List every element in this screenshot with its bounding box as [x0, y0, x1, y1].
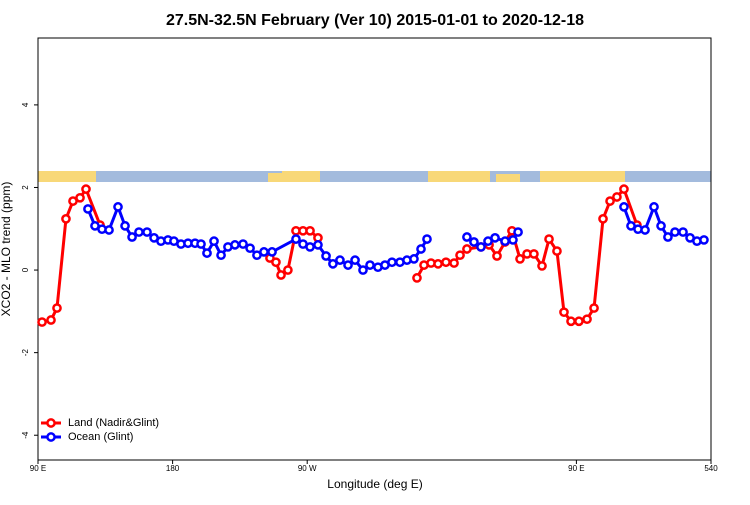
- point: [462, 232, 472, 242]
- point: [559, 307, 569, 318]
- point: [52, 303, 62, 313]
- y-axis-label: XCO2 - MLO trend (ppm): [0, 182, 13, 317]
- point: [582, 314, 592, 325]
- legend-marker: [46, 418, 56, 428]
- point: [656, 221, 666, 231]
- x-tick-label: 540: [704, 464, 718, 473]
- chart-title: 27.5N-32.5N February (Ver 10) 2015-01-01…: [166, 12, 584, 29]
- y-tick-label: 2: [21, 185, 30, 190]
- point: [455, 250, 465, 261]
- y-tick-label: 4: [21, 102, 30, 107]
- point: [412, 273, 422, 283]
- point: [492, 251, 502, 261]
- point: [127, 232, 137, 242]
- point: [515, 254, 525, 264]
- point: [358, 265, 368, 275]
- point: [500, 236, 510, 247]
- point: [343, 260, 353, 270]
- y-tick-label: -4: [21, 431, 30, 439]
- point: [544, 234, 554, 244]
- point: [490, 233, 500, 243]
- point: [409, 254, 419, 264]
- point: [649, 202, 659, 212]
- point: [508, 235, 518, 245]
- point: [469, 237, 479, 247]
- legend-marker: [46, 432, 56, 442]
- point: [605, 196, 615, 206]
- point: [271, 257, 281, 268]
- point: [598, 214, 608, 224]
- point: [589, 303, 599, 313]
- point: [619, 202, 629, 212]
- point: [365, 260, 375, 270]
- land-strip: [38, 171, 625, 182]
- point: [699, 235, 709, 245]
- point: [313, 240, 323, 250]
- point: [142, 227, 152, 237]
- point: [305, 242, 315, 252]
- point: [552, 246, 562, 256]
- point: [335, 255, 345, 265]
- point: [81, 184, 91, 194]
- point: [433, 259, 443, 269]
- point: [61, 214, 71, 224]
- point: [291, 234, 301, 244]
- point: [513, 227, 523, 237]
- point: [670, 227, 680, 237]
- legend-label: Land (Nadir&Glint): [68, 417, 159, 429]
- point: [37, 317, 47, 327]
- point: [537, 261, 547, 271]
- point: [449, 258, 459, 268]
- point: [230, 240, 240, 250]
- legend-label: Ocean (Glint): [68, 431, 133, 443]
- point: [566, 316, 576, 327]
- point: [83, 204, 93, 214]
- x-tick-label: 90 W: [298, 464, 317, 473]
- point: [305, 225, 315, 236]
- point: [529, 249, 539, 259]
- y-tick-label: 0: [21, 267, 30, 272]
- point: [216, 250, 226, 261]
- point: [209, 236, 219, 247]
- point: [75, 192, 85, 203]
- point: [350, 255, 360, 265]
- point: [196, 239, 206, 249]
- point: [120, 221, 130, 231]
- point: [640, 225, 650, 235]
- point: [245, 243, 255, 254]
- plot-frame: [37, 37, 712, 461]
- point: [113, 202, 123, 212]
- point: [462, 244, 472, 254]
- point: [476, 242, 486, 252]
- x-tick-label: 90 E: [30, 464, 46, 473]
- point: [104, 225, 114, 235]
- point: [134, 227, 144, 237]
- y-tick-label: -2: [21, 349, 30, 357]
- point: [238, 239, 248, 249]
- point: [259, 247, 269, 257]
- point: [321, 251, 331, 261]
- point: [422, 234, 432, 244]
- point: [441, 257, 451, 268]
- point: [46, 315, 56, 325]
- point: [267, 247, 277, 257]
- point: [202, 248, 212, 258]
- x-tick-label: 90 E: [568, 464, 584, 473]
- point: [612, 192, 622, 202]
- point: [276, 270, 286, 280]
- point: [387, 257, 397, 268]
- point: [574, 316, 584, 327]
- point: [283, 265, 293, 275]
- x-tick-label: 180: [166, 464, 180, 473]
- x-axis-label: Longitude (deg E): [327, 477, 422, 491]
- point: [678, 227, 688, 237]
- surface-strip: [38, 171, 711, 182]
- point: [416, 244, 426, 254]
- point: [663, 232, 673, 242]
- point: [328, 259, 338, 269]
- point: [619, 184, 629, 194]
